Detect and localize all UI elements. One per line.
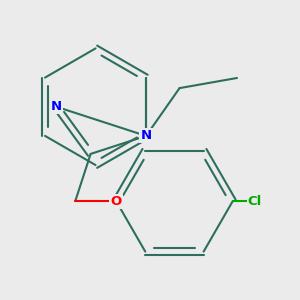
Text: N: N bbox=[51, 100, 62, 113]
Text: O: O bbox=[110, 195, 122, 208]
Text: N: N bbox=[140, 129, 152, 142]
Text: Cl: Cl bbox=[248, 195, 262, 208]
